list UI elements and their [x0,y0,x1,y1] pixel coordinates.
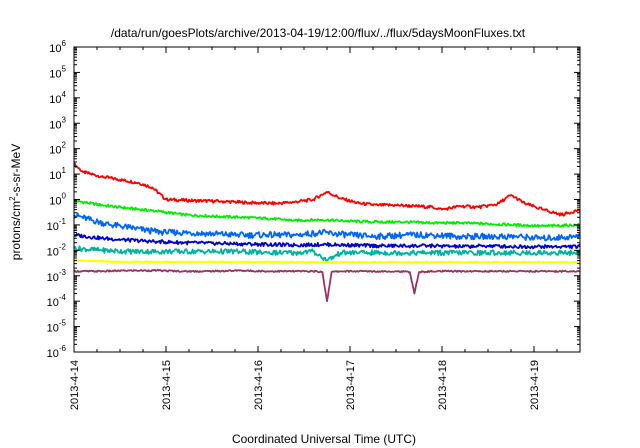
y-tick-exponent: 3 [62,115,67,124]
series-line-5 [73,259,581,264]
series-line-2 [73,212,581,242]
y-tick-exponent: 6 [62,39,67,48]
y-tick-label: 104 [49,90,66,106]
x-tick-label: 2013-4-19 [529,360,541,410]
y-tick-base: 10 [49,119,61,131]
y-tick-label: 10-1 [47,217,67,233]
y-tick-base: 10 [49,43,61,55]
y-tick-label: 105 [49,64,66,80]
x-tick-label: 2013-4-14 [69,360,81,410]
y-axis-label-main: protons/cm [9,201,23,260]
y-tick-label: 10-2 [47,242,67,258]
y-tick-label: 102 [49,141,66,157]
y-tick-base: 10 [47,246,59,258]
series-line-1 [73,199,581,228]
series-line-0 [73,162,581,217]
y-tick-exponent: -2 [59,242,67,251]
y-tick-exponent: 5 [62,64,67,73]
chart-title: /data/run/goesPlots/archive/2013-04-19/1… [111,26,526,40]
x-axis-label: Coordinated Universal Time (UTC) [232,432,416,446]
x-axis: 2013-4-14 2013-4-15 2013-4-16 2013-4-17 2013… [69,47,558,410]
y-tick-base: 10 [49,68,61,80]
y-tick-exponent: -1 [59,217,67,226]
y-tick-label: 101 [49,166,66,182]
y-tick-base: 10 [47,297,59,309]
y-tick-base: 10 [49,170,61,182]
x-tick-label: 2013-4-18 [437,360,449,410]
y-tick-label: 106 [49,39,66,55]
y-tick-label: 10-4 [47,293,67,309]
y-tick-exponent: 1 [62,166,67,175]
y-tick-base: 10 [47,221,59,233]
y-tick-base: 10 [47,272,59,284]
y-tick-exponent: 4 [62,90,67,99]
y-tick-base: 10 [47,348,59,360]
x-tick-label: 2013-4-15 [161,360,173,410]
y-axis: 10-610-510-410-310-210-11001011021031041… [47,39,580,360]
y-tick-exponent: 2 [62,141,67,150]
y-tick-label: 100 [49,192,66,208]
y-tick-exponent: -5 [59,319,67,328]
x-tick-label: 2013-4-16 [253,360,265,410]
y-tick-label: 10-5 [47,319,67,335]
y-tick-exponent: -4 [59,293,67,302]
y-tick-label: 10-3 [47,268,67,284]
y-axis-label: protons/cm2-s-sr-MeV [8,144,23,260]
y-tick-base: 10 [47,323,59,335]
y-tick-base: 10 [49,94,61,106]
y-tick-base: 10 [49,145,61,157]
series-line-6 [73,268,581,303]
y-tick-exponent: 0 [62,192,67,201]
y-tick-label: 103 [49,115,66,131]
series-line-3 [73,233,581,250]
y-tick-exponent: -3 [59,268,67,277]
x-tick-label: 2013-4-17 [345,360,357,410]
series-layer [73,162,581,303]
y-tick-base: 10 [49,196,61,208]
y-axis-label-sup: 2 [8,196,17,201]
y-axis-label-rest: -s-sr-MeV [9,144,23,197]
y-tick-label: 10-6 [47,344,67,360]
y-tick-exponent: -6 [59,344,67,353]
series-line-4 [73,245,581,263]
